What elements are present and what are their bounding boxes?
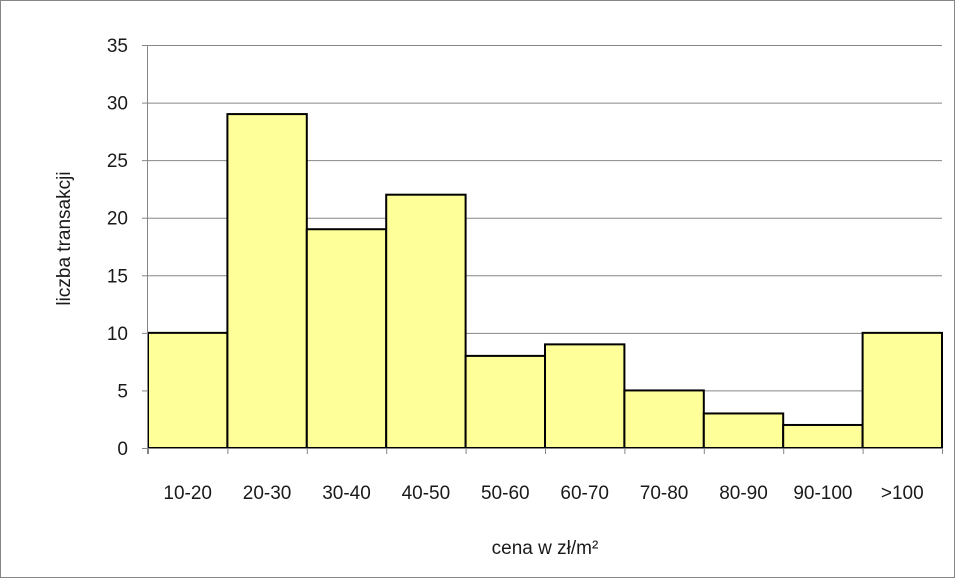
x-tick-label: 30-40	[322, 483, 371, 504]
bar	[861, 331, 943, 449]
y-tick-label: 10	[107, 324, 128, 345]
bar	[544, 343, 626, 449]
bar	[226, 113, 308, 449]
y-tick-label: 0	[117, 439, 128, 460]
bar	[305, 228, 388, 449]
x-tick-label: 50-60	[481, 483, 530, 504]
y-tick-label: 5	[117, 381, 128, 402]
axes	[142, 45, 943, 454]
y-tick-label: 15	[107, 266, 128, 287]
x-tick-label: 90-100	[793, 483, 852, 504]
bars	[147, 113, 943, 450]
x-tick-label: 20-30	[243, 483, 292, 504]
x-tick-label: 40-50	[402, 483, 451, 504]
x-tick-label: 80-90	[719, 483, 768, 504]
x-tick-labels: 10-20 20-30 30-40 40-50 50-60 60-70 70-80 80-90…	[163, 483, 923, 504]
bar	[147, 331, 229, 449]
x-tick-label: 60-70	[560, 483, 609, 504]
y-tick-label: 20	[107, 209, 128, 230]
bar	[385, 193, 467, 449]
y-tick-label: 30	[107, 94, 128, 115]
y-tick-labels: 0 5 10 15 20 25 30 35	[107, 36, 128, 460]
bar	[464, 354, 547, 450]
x-tick-label: >100	[881, 483, 924, 504]
bar	[623, 389, 705, 449]
y-tick-label: 35	[107, 36, 128, 57]
x-tick-label: 10-20	[163, 483, 212, 504]
bar	[782, 423, 864, 450]
x-tick-label: 70-80	[640, 483, 689, 504]
x-axis-title: cena w zł/m²	[492, 538, 599, 559]
bar	[702, 412, 785, 449]
y-tick-label: 25	[107, 151, 128, 172]
y-axis-title: liczba transakcji	[54, 171, 75, 305]
